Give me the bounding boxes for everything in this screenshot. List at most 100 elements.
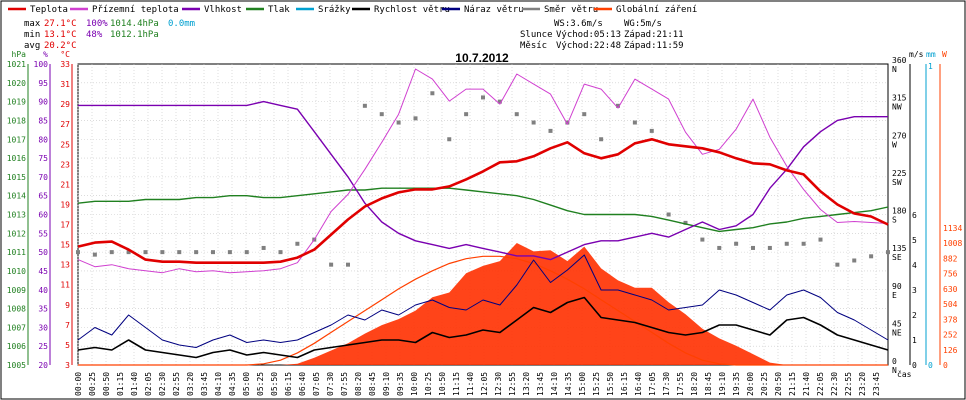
- axis-hpa-tick-12: 1017: [7, 135, 26, 144]
- axis-temperature-tick-3: 9: [65, 301, 70, 310]
- axis-wm2-unit: W: [942, 50, 947, 59]
- legend-label-2: Vlhkost: [204, 5, 242, 15]
- axis-ms-tick-3: 3: [912, 286, 917, 295]
- wind-direction-point-17: [362, 103, 367, 108]
- axis-ms-tick-5: 5: [912, 236, 917, 245]
- axis-direction-deg-7: 315: [892, 94, 907, 103]
- stat-max-label: max: [24, 19, 41, 29]
- wind-direction-point-46: [852, 258, 857, 263]
- x-tick-36: 15:00: [578, 372, 587, 396]
- wind-direction-point-13: [295, 241, 300, 246]
- wind-direction-point-19: [396, 120, 401, 125]
- axis-direction-deg-0: 0: [892, 357, 897, 366]
- axis-hpa-tick-11: 1016: [7, 154, 26, 163]
- x-tick-34: 14:10: [550, 372, 559, 396]
- axis-temperature-tick-10: 23: [60, 160, 70, 169]
- x-tick-45: 18:45: [704, 372, 713, 396]
- axis-ms-tick-0: 0: [912, 361, 917, 370]
- axis-humidity-tick-11: 75: [38, 154, 48, 163]
- x-tick-2: 00:50: [102, 372, 111, 396]
- x-axis-label: čas: [897, 369, 912, 379]
- axis-temperature-tick-9: 21: [60, 180, 70, 189]
- wind-direction-point-43: [801, 241, 806, 246]
- axis-direction-label-8: N: [892, 65, 897, 74]
- axis-direction-deg-1: 45: [892, 319, 902, 328]
- axis-temperature-tick-11: 25: [60, 140, 70, 149]
- x-tick-49: 20:25: [760, 372, 769, 396]
- x-tick-37: 15:25: [592, 372, 601, 396]
- axis-direction-deg-8: 360: [892, 56, 907, 65]
- legend: Teplota Přízemní teplota Vlhkost Tlak Srážky…: [8, 5, 697, 15]
- axis-humidity-tick-14: 90: [38, 98, 48, 107]
- x-tick-14: 05:50: [270, 372, 279, 396]
- wind-direction-point-45: [835, 262, 840, 267]
- axis-ms-tick-6: 6: [912, 211, 917, 220]
- axis-wm2-tick-6: 756: [943, 270, 958, 279]
- axis-hpa-tick-15: 1020: [7, 79, 26, 88]
- x-tick-41: 17:05: [648, 372, 657, 396]
- legend-label-6: Náraz větru: [464, 5, 524, 15]
- x-tick-56: 23:20: [858, 372, 867, 396]
- axis-ms-tick-4: 4: [912, 261, 917, 270]
- x-tick-3: 01:15: [116, 372, 125, 396]
- wind-direction-point-5: [160, 250, 165, 255]
- series-temperature: [77, 138, 889, 264]
- axis-hpa-tick-3: 1008: [7, 305, 26, 314]
- x-tick-29: 12:05: [480, 372, 489, 396]
- stat-avg-temp: 20.2°C: [44, 41, 77, 51]
- legend-label-7: Směr větru: [544, 5, 598, 15]
- x-tick-46: 19:10: [718, 372, 727, 396]
- x-tick-7: 02:55: [172, 372, 181, 396]
- axis-temperature-tick-6: 15: [60, 241, 70, 250]
- stat-min-temp: 13.1°C: [44, 30, 77, 40]
- x-tick-39: 16:15: [620, 372, 629, 396]
- wind-direction-point-39: [734, 241, 739, 246]
- axis-humidity-unit: %: [43, 50, 48, 59]
- axis-direction-label-6: W: [892, 140, 897, 149]
- axis-temperature-tick-8: 19: [60, 200, 70, 209]
- axis-ms-unit: m/s: [909, 50, 924, 59]
- axis-temperature-tick-13: 29: [60, 100, 70, 109]
- x-tick-11: 04:35: [228, 372, 237, 396]
- x-tick-52: 21:40: [802, 372, 811, 396]
- axis-direction-label-4: S: [892, 216, 897, 225]
- wind-direction-point-16: [346, 262, 350, 267]
- axis-direction-deg-5: 225: [892, 169, 907, 178]
- axis-hpa-tick-10: 1015: [7, 173, 26, 182]
- axis-hpa-tick-14: 1019: [7, 98, 26, 107]
- axis-humidity-tick-1: 25: [38, 342, 48, 351]
- axis-humidity-tick-3: 35: [38, 305, 48, 314]
- info-wg: WG:5m/s: [624, 19, 662, 29]
- axis-hpa-tick-0: 1005: [7, 361, 26, 370]
- x-tick-53: 22:05: [816, 372, 825, 396]
- axis-humidity-tick-10: 70: [38, 173, 48, 182]
- axis-ms-tick-2: 2: [912, 311, 917, 320]
- x-tick-43: 17:55: [676, 372, 685, 396]
- wind-direction-point-12: [278, 250, 283, 255]
- axis-wm2-tick-1: 126: [943, 346, 958, 355]
- wind-direction-point-31: [599, 137, 604, 142]
- legend-label-5: Rychlost větru: [374, 5, 450, 15]
- wind-direction-point-7: [194, 250, 199, 255]
- info-sun-set: Západ:21:11: [624, 30, 684, 40]
- axis-temperature-tick-2: 7: [65, 321, 70, 330]
- x-tick-1: 00:25: [88, 372, 97, 396]
- axis-humidity-tick-13: 85: [38, 116, 48, 125]
- wind-direction-point-38: [717, 245, 722, 250]
- info-moon-set: Západ:11:59: [624, 41, 684, 51]
- axis-direction-label-0: N: [892, 366, 897, 375]
- axis-hpa-tick-9: 1014: [7, 192, 26, 201]
- axis-hpa-tick-13: 1018: [7, 116, 26, 125]
- axis-temperature-tick-14: 31: [60, 80, 70, 89]
- axis-temperature-tick-1: 5: [65, 341, 70, 350]
- legend-label-1: Přízemní teplota: [92, 5, 179, 15]
- x-tick-4: 01:40: [130, 372, 139, 396]
- stat-max-temp: 27.1°C: [44, 19, 77, 29]
- wind-direction-point-40: [751, 245, 755, 250]
- wind-direction-point-28: [548, 128, 553, 133]
- wind-direction-point-26: [514, 112, 519, 117]
- axis-wm2-tick-5: 630: [943, 285, 958, 294]
- legend-label-0: Teplota: [30, 5, 68, 15]
- x-tick-57: 23:45: [872, 372, 881, 396]
- x-tick-35: 14:35: [564, 372, 573, 396]
